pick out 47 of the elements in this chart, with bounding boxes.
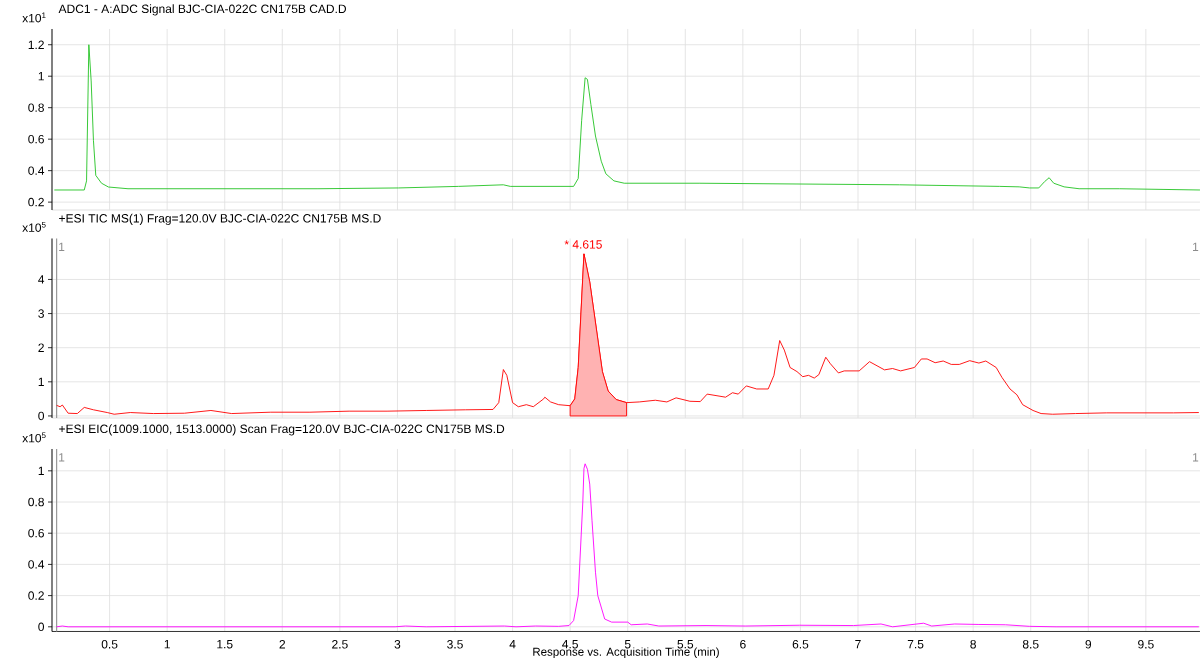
x-tick-label: 3 bbox=[394, 640, 401, 649]
x-tick-label: 5.5 bbox=[677, 640, 694, 649]
x-tick-label: 9.5 bbox=[1138, 640, 1154, 649]
x-tick-label: 4.5 bbox=[562, 640, 578, 649]
y-tick-label: 0.6 bbox=[28, 134, 44, 144]
y-tick-label: 0.2 bbox=[28, 591, 44, 600]
x-tick-label: 6.5 bbox=[792, 640, 809, 649]
y-axis-title: x10$^{5}$ bbox=[22, 432, 46, 443]
y-tick-label: 2 bbox=[38, 343, 44, 352]
x-tick-label: 7 bbox=[855, 640, 861, 649]
y-tick-label: 0.2 bbox=[28, 197, 44, 207]
y-tick-label: 0.4 bbox=[28, 560, 45, 569]
x-tick-label: 1.5 bbox=[217, 640, 233, 649]
chart-title: ADC1 - A:ADC Signal BJC-CIA-022C CN175B CAD.D bbox=[58, 4, 346, 16]
x-tick-label: 4 bbox=[509, 640, 516, 649]
y-tick-label: 0 bbox=[38, 411, 45, 421]
annotation: 1 bbox=[59, 242, 65, 251]
y-tick-label: 1.2 bbox=[28, 40, 44, 49]
x-tick-label: 6 bbox=[740, 640, 746, 649]
y-tick-label: 0.4 bbox=[28, 166, 45, 175]
x-tick-label: 3.5 bbox=[447, 640, 463, 649]
x-tick-label: 2 bbox=[279, 640, 286, 649]
y-tick-label: 3 bbox=[38, 309, 44, 318]
y-tick-label: 0.6 bbox=[28, 528, 44, 538]
y-tick-label: 1 bbox=[38, 466, 44, 475]
x-tick-label: 8.5 bbox=[1022, 640, 1039, 649]
y-tick-label: 1 bbox=[38, 377, 44, 386]
y-tick-label: 0 bbox=[38, 622, 45, 632]
y-tick-label: 0.8 bbox=[28, 103, 44, 112]
annotation: 1 bbox=[1193, 453, 1199, 462]
x-tick-label: 0.5 bbox=[101, 640, 118, 649]
x-tick-label: 2.5 bbox=[332, 640, 348, 649]
x-tick-label: 7.5 bbox=[907, 640, 924, 649]
x-tick-label: 1 bbox=[164, 640, 170, 649]
y-tick-label: 4 bbox=[38, 275, 45, 284]
y-axis-title: x10$^{5}$ bbox=[22, 221, 46, 232]
annotation: 1 bbox=[1193, 242, 1199, 251]
annotation: * 4.615 bbox=[564, 240, 602, 249]
y-tick-label: 0.8 bbox=[28, 497, 44, 507]
x-tick-label: 8 bbox=[970, 640, 976, 649]
x-tick-label: 5 bbox=[624, 640, 631, 649]
x-tick-label: 9 bbox=[1085, 640, 1092, 649]
annotation: 1 bbox=[59, 453, 65, 462]
chart-title: +ESI EIC(1009.1000, 1513.0000) Scan Frag=120.0V BJC-CIA-022C CN175B MS.D bbox=[59, 424, 505, 436]
y-axis-title: x10$^{1}$ bbox=[22, 12, 46, 23]
chart-title: +ESI TIC MS(1) Frag=120.0V BJC-CIA-022C CN175B MS.D bbox=[59, 213, 381, 225]
y-tick-label: 1 bbox=[38, 72, 44, 81]
